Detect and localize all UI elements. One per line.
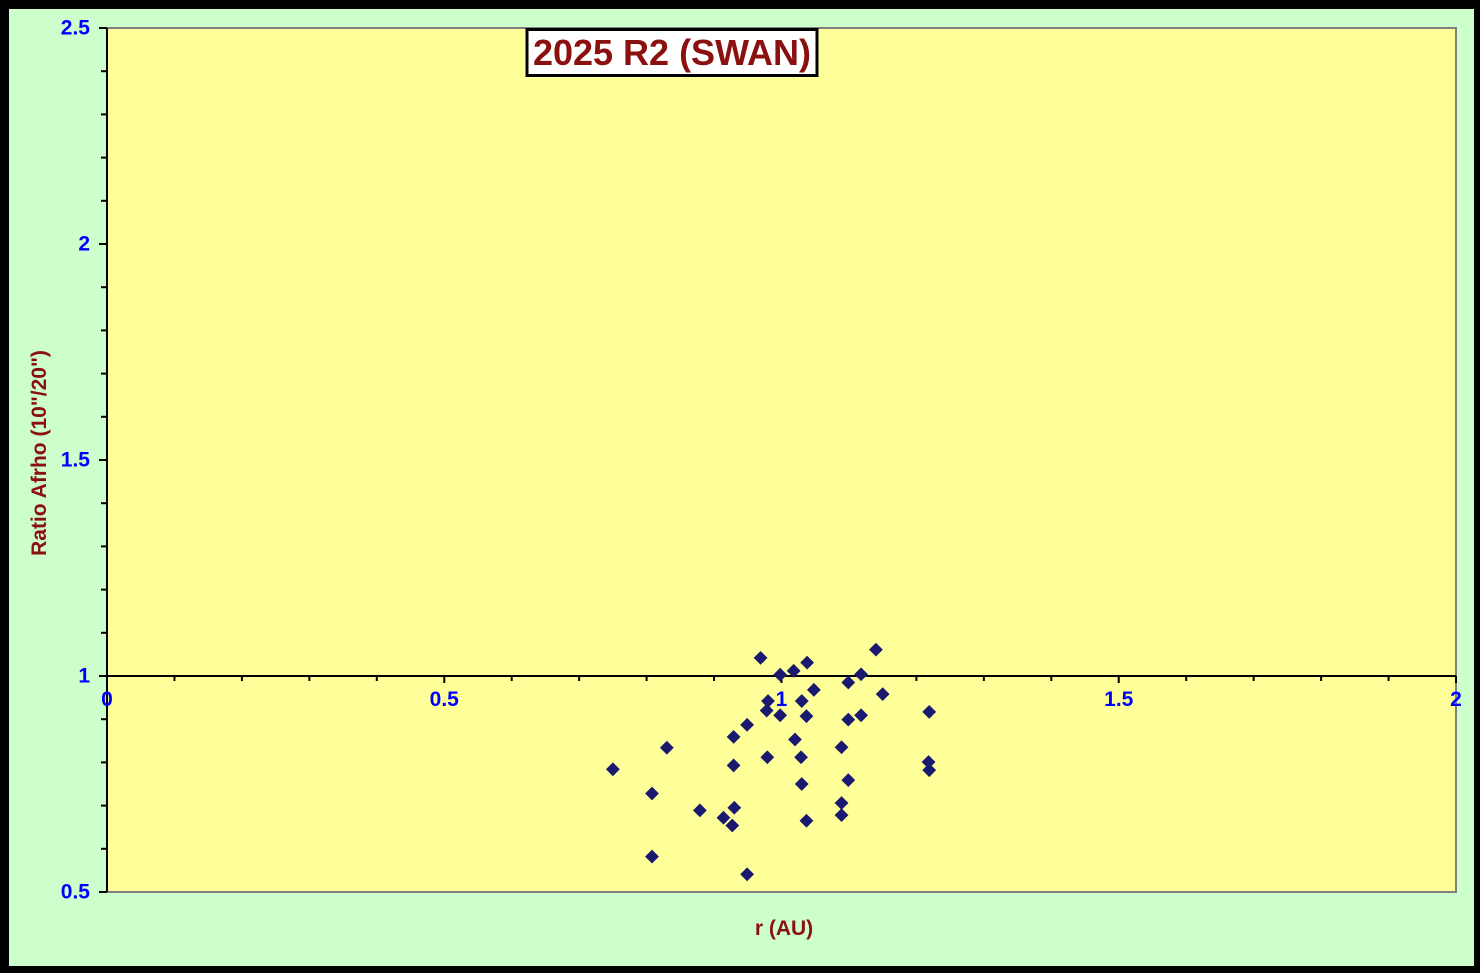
data-point-marker (760, 750, 775, 765)
data-point-marker (834, 796, 849, 810)
data-point-marker (727, 800, 742, 815)
data-point-marker (794, 694, 809, 708)
data-point-marker (834, 808, 849, 823)
data-point-marker (773, 667, 788, 682)
data-point-marker (794, 777, 809, 791)
data-point-marker (645, 849, 659, 864)
data-point-marker (725, 818, 740, 833)
x-axis-tick-label: 0.5 (430, 688, 460, 711)
axis-tick-labels: 0 0.5 1 1.5 2 0.5 1 1.5 2 2.5 (61, 17, 1462, 904)
data-point-marker (854, 708, 868, 723)
data-point-marker (841, 773, 856, 788)
y-axis-tick-label: 0.5 (61, 881, 91, 904)
data-point-marker (605, 762, 620, 777)
data-point-marker (740, 867, 755, 882)
data-point-marker (854, 667, 868, 682)
data-point-marker (692, 803, 707, 818)
data-point-marker (806, 682, 821, 697)
data-point-marker (922, 763, 937, 778)
data-point-marker (921, 755, 936, 769)
data-point-marker (834, 740, 849, 755)
data-series-markers (605, 642, 937, 882)
chart-title: 2025 R2 (SWAN) (533, 32, 811, 73)
data-point-marker (761, 694, 775, 708)
chart-title-box (525, 28, 819, 77)
y-axis-title: Ratio Afrho (10"/20") (28, 350, 51, 556)
data-point-marker (799, 709, 814, 724)
data-point-marker (645, 786, 659, 801)
data-point-marker (726, 758, 741, 773)
data-point-marker (841, 675, 856, 690)
data-point-marker (875, 687, 890, 702)
data-point-marker (788, 732, 802, 747)
data-point-marker (740, 717, 755, 732)
data-point-marker (726, 730, 741, 744)
data-point-marker (794, 750, 808, 765)
data-point-marker (659, 740, 674, 755)
plot-area (106, 27, 1457, 893)
data-point-marker (922, 704, 937, 719)
x-axis-title: r (AU) (755, 917, 813, 940)
x-axis-tick-label: 0 (101, 688, 113, 711)
data-point-marker (716, 810, 731, 825)
data-point-marker (800, 655, 815, 670)
data-point-marker (799, 813, 814, 828)
y-axis-tick-label: 2.5 (61, 17, 91, 40)
x-axis-tick-label: 1.5 (1104, 688, 1134, 711)
y-axis-tick-label: 2 (78, 233, 90, 256)
y-axis-tick-label: 1 (78, 665, 90, 688)
data-point-marker (786, 663, 801, 678)
data-point-marker (773, 708, 788, 723)
x-axis-tick-label: 2 (1450, 688, 1462, 711)
data-point-marker (841, 712, 856, 727)
x-axis-tick-label: 1 (776, 688, 788, 711)
data-point-marker (753, 650, 768, 665)
data-point-marker (759, 703, 774, 718)
y-axis-tick-label: 1.5 (61, 449, 91, 472)
data-point-marker (869, 642, 883, 657)
